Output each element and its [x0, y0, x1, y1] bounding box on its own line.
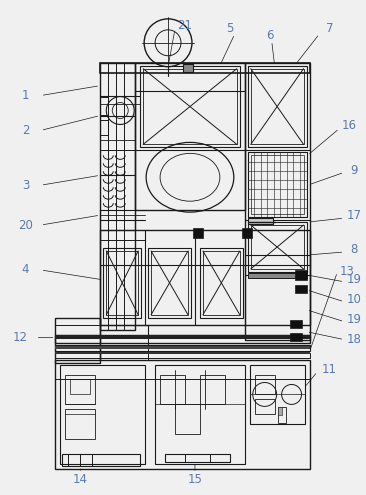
Bar [60, 364, 145, 464]
Bar [278, 407, 281, 415]
Bar [103, 248, 141, 318]
Text: 1: 1 [22, 89, 29, 102]
Bar [248, 222, 307, 272]
Text: 11: 11 [322, 363, 337, 376]
Bar [295, 270, 307, 280]
Bar [100, 210, 135, 230]
Bar [100, 63, 135, 330]
Bar [203, 251, 240, 315]
Text: 17: 17 [347, 208, 362, 222]
Text: 20: 20 [18, 219, 33, 232]
Text: 19: 19 [347, 273, 362, 287]
Text: 2: 2 [22, 124, 29, 137]
Bar [200, 248, 243, 318]
Bar [143, 69, 237, 145]
Text: 14: 14 [73, 473, 88, 486]
Bar [250, 364, 305, 424]
Text: 18: 18 [347, 333, 362, 346]
Bar [251, 155, 303, 214]
Bar [56, 345, 310, 350]
Bar [255, 399, 274, 414]
Bar [56, 359, 310, 469]
Bar [155, 364, 245, 464]
Bar [255, 375, 274, 395]
Bar [100, 97, 108, 114]
Bar [151, 251, 188, 315]
Bar [66, 409, 95, 439]
Bar [251, 225, 303, 269]
Bar [135, 63, 245, 210]
Bar [248, 218, 273, 224]
Text: 16: 16 [342, 119, 357, 132]
Text: 9: 9 [351, 164, 358, 177]
Bar [165, 454, 230, 462]
Bar [175, 404, 200, 434]
Text: 10: 10 [347, 294, 362, 306]
Text: 8: 8 [351, 244, 358, 256]
Text: 13: 13 [340, 265, 355, 278]
Text: 3: 3 [22, 179, 29, 192]
Bar [245, 63, 310, 340]
Bar [56, 318, 100, 362]
Bar [278, 407, 285, 423]
Bar [63, 454, 140, 466]
Bar [242, 228, 252, 238]
Bar [70, 380, 90, 395]
Bar [295, 285, 307, 293]
Bar [56, 351, 310, 353]
Text: 7: 7 [326, 22, 333, 35]
Bar [56, 346, 310, 348]
Bar [290, 320, 302, 328]
Bar [290, 333, 302, 341]
Text: 5: 5 [226, 22, 234, 35]
Bar [160, 375, 185, 404]
Bar [100, 120, 108, 136]
Bar [248, 152, 307, 217]
Text: 19: 19 [347, 313, 362, 326]
Text: 21: 21 [178, 19, 193, 32]
Bar [148, 248, 191, 318]
Bar [193, 228, 203, 238]
Bar [66, 375, 95, 404]
Bar [56, 335, 310, 343]
Text: 6: 6 [266, 29, 273, 42]
Bar [100, 63, 310, 73]
Bar [100, 230, 310, 325]
Bar [248, 66, 307, 148]
Text: 4: 4 [22, 263, 29, 276]
Bar [56, 335, 310, 339]
Text: 12: 12 [13, 331, 28, 344]
Bar [251, 69, 303, 145]
Text: 15: 15 [187, 473, 202, 486]
Bar [200, 375, 225, 404]
Bar [106, 251, 138, 315]
Bar [140, 66, 240, 148]
Bar [56, 352, 310, 357]
Bar [248, 273, 307, 278]
Bar [183, 64, 193, 72]
